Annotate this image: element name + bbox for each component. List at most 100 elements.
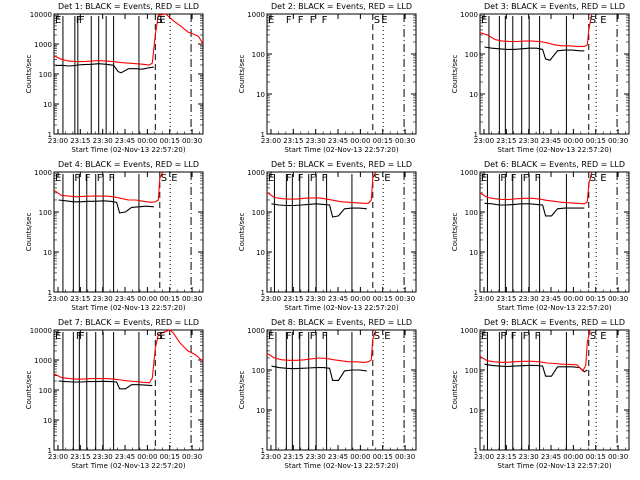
x-tick-label: 23:15 (283, 453, 303, 461)
chart-panel-7: Det 7: BLACK = Events, RED = LLD 1 10 100 10… (25, 318, 204, 470)
x-tick-label: 00:15 (586, 295, 606, 303)
y-tick-label: 100 (252, 51, 265, 59)
x-tick-label: 00:00 (563, 137, 583, 145)
x-tick-label: 23:00 (48, 137, 68, 145)
x-tick-label: 00:15 (160, 137, 180, 145)
chart-title: Det 2: BLACK = Events, RED = LLD (271, 2, 412, 11)
x-tick-label: 23:00 (48, 453, 68, 461)
x-axis-label: Start Time (02-Nov-13 22:57:20) (497, 462, 611, 470)
lld-series-line (53, 13, 204, 66)
y-tick-label: 1000 (247, 11, 265, 19)
chart-title: Det 3: BLACK = Events, RED = LLD (484, 2, 625, 11)
y-tick-label: 1 (261, 131, 265, 139)
y-tick-label: 10 (469, 249, 478, 257)
annotation-label: F (76, 15, 82, 26)
x-tick-label: 23:00 (261, 137, 281, 145)
annotation-label: S (590, 15, 596, 26)
annotation-label: F (79, 331, 85, 342)
annotation-label: E (381, 15, 387, 26)
y-tick-label: 10 (256, 91, 265, 99)
x-tick-label: 00:00 (350, 295, 370, 303)
x-tick-label: 23:45 (115, 295, 135, 303)
annotation-label: F (322, 173, 328, 184)
lld-series-line (479, 171, 593, 205)
y-axis-label: Counts/sec (451, 213, 459, 252)
annotation-label: E (481, 15, 487, 26)
annotation-label: E (55, 15, 61, 26)
annotation-label: E (600, 173, 606, 184)
x-tick-label: 23:45 (541, 453, 561, 461)
x-axis-label: Start Time (02-Nov-13 22:57:20) (497, 146, 611, 154)
x-tick-label: 00:00 (563, 295, 583, 303)
lld-series-line (266, 329, 377, 363)
chart-panel-2: Det 2: BLACK = Events, RED = LLD 1 10 100 10… (238, 2, 417, 154)
x-tick-label: 23:45 (541, 137, 561, 145)
y-tick-label: 1000 (460, 327, 478, 335)
y-tick-label: 10 (469, 91, 478, 99)
annotation-label: E (55, 331, 61, 342)
y-axis-label: Counts/sec (451, 55, 459, 94)
events-series-line (484, 46, 585, 61)
annotation-label: F (511, 331, 517, 342)
annotation-label: F (310, 15, 316, 26)
y-tick-label: 1000 (34, 169, 52, 177)
plot-frame (53, 171, 204, 293)
y-tick-label: 10000 (30, 327, 52, 335)
chart-title: Det 5: BLACK = Events, RED = LLD (271, 160, 412, 169)
annotation-label: F (310, 173, 316, 184)
chart-title: Det 9: BLACK = Events, RED = LLD (484, 318, 625, 327)
annotation-label: F (523, 331, 529, 342)
annotation-label: F (310, 331, 316, 342)
y-tick-label: 1 (48, 131, 52, 139)
chart-panel-1: Det 1: BLACK = Events, RED = LLD 1 10 100 10… (25, 2, 204, 154)
x-tick-label: 00:00 (350, 453, 370, 461)
y-tick-label: 1000 (34, 357, 52, 365)
y-tick-label: 100 (39, 209, 52, 217)
annotation-label: E (159, 331, 165, 342)
annotation-label: F (298, 15, 304, 26)
x-tick-label: 00:15 (586, 137, 606, 145)
y-axis-label: Counts/sec (238, 213, 246, 252)
y-tick-label: 1000 (247, 327, 265, 335)
x-tick-label: 23:30 (519, 137, 539, 145)
x-axis-label: Start Time (02-Nov-13 22:57:20) (71, 462, 185, 470)
annotation-label: F (298, 331, 304, 342)
x-tick-label: 00:00 (563, 453, 583, 461)
y-tick-label: 1000 (247, 169, 265, 177)
annotation-label: F (109, 173, 115, 184)
x-tick-label: 00:00 (350, 137, 370, 145)
y-tick-label: 1 (261, 447, 265, 455)
plot-frame (266, 13, 417, 135)
annotation-label: E (384, 173, 390, 184)
annotation-label: S (374, 173, 380, 184)
annotation-label: F (500, 331, 506, 342)
chart-panel-3: Det 3: BLACK = Events, RED = LLD 1 10 100 10… (451, 2, 630, 154)
annotation-label: E (268, 173, 274, 184)
annotation-label: S (590, 331, 596, 342)
lld-series-line (266, 171, 377, 204)
annotation-label: F (286, 173, 292, 184)
x-tick-label: 23:15 (70, 453, 90, 461)
plot-frame (479, 171, 630, 293)
x-tick-label: 00:30 (395, 137, 415, 145)
annotation-label: E (268, 331, 274, 342)
x-tick-label: 00:15 (160, 295, 180, 303)
x-tick-label: 23:00 (261, 453, 281, 461)
chart-title: Det 1: BLACK = Events, RED = LLD (58, 2, 199, 11)
events-series-line (58, 199, 154, 214)
y-axis-label: Counts/sec (25, 213, 33, 252)
annotation-label: F (523, 173, 529, 184)
x-tick-label: 23:30 (306, 295, 326, 303)
y-axis-label: Counts/sec (238, 371, 246, 410)
x-tick-label: 23:30 (93, 295, 113, 303)
y-tick-label: 10 (256, 407, 265, 415)
chart-panel-8: Det 8: BLACK = Events, RED = LLD 1 10 100 10… (238, 318, 417, 470)
y-tick-label: 10000 (30, 11, 52, 19)
annotation-label: E (159, 15, 165, 26)
annotation-label: S (590, 173, 596, 184)
events-series-line (58, 380, 153, 390)
x-tick-label: 00:00 (137, 137, 157, 145)
annotation-label: F (298, 173, 304, 184)
x-tick-label: 23:15 (496, 453, 516, 461)
